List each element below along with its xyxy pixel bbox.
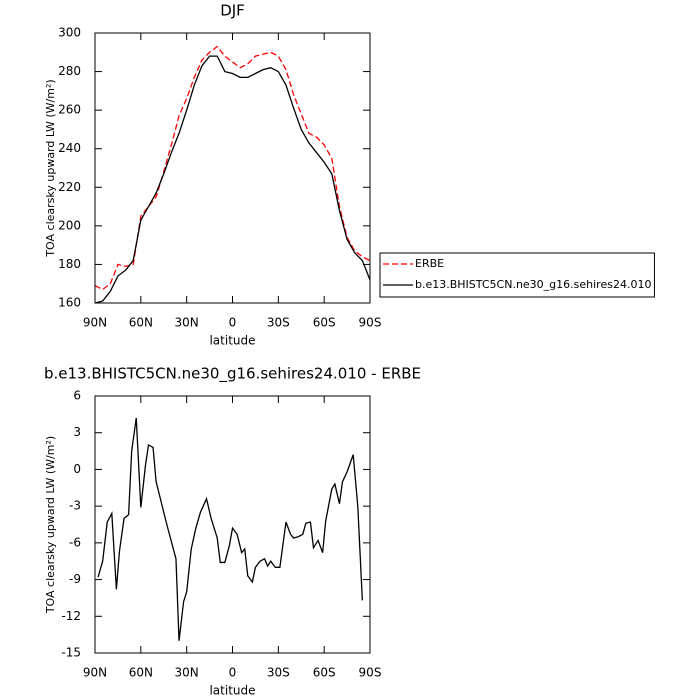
x-axis-label: latitude (209, 334, 255, 348)
x-tick-label: 90S (359, 666, 382, 680)
x-tick-label: 0 (229, 666, 237, 680)
y-tick-label: 260 (58, 103, 81, 117)
x-tick-label: 90N (83, 316, 107, 330)
legend-label: b.e13.BHISTC5CN.ne30_g16.sehires24.010 (415, 278, 651, 291)
x-tick-label: 90N (83, 666, 107, 680)
y-tick-label: 180 (58, 257, 81, 271)
y-tick-label: -15 (61, 646, 81, 660)
y-tick-label: 3 (73, 425, 81, 439)
y-tick-label: 6 (73, 389, 81, 403)
x-tick-label: 30N (175, 666, 199, 680)
x-tick-label: 60S (313, 666, 336, 680)
x-tick-label: 30S (267, 666, 290, 680)
y-tick-label: 240 (58, 141, 81, 155)
x-tick-label: 30N (175, 316, 199, 330)
x-tick-label: 0 (229, 316, 237, 330)
y-tick-label: 160 (58, 296, 81, 310)
y-tick-label: 200 (58, 218, 81, 232)
x-tick-label: 60N (129, 316, 153, 330)
data-line (94, 45, 371, 291)
plot-frame (94, 395, 371, 654)
y-tick-label: -3 (69, 499, 81, 513)
x-tick-label: 90S (359, 316, 382, 330)
y-tick-label: -6 (69, 535, 81, 549)
data-line (94, 55, 371, 304)
x-axis-label: latitude (209, 684, 255, 698)
x-tick-label: 60S (313, 316, 336, 330)
y-axis-label: TOA clearsky upward LW (W/m²) (44, 79, 57, 257)
chart-title: DJF (220, 2, 245, 20)
legend-label: ERBE (415, 257, 444, 270)
x-tick-label: 60N (129, 666, 153, 680)
plot-frame (94, 32, 371, 304)
y-tick-label: 0 (73, 462, 81, 476)
y-tick-label: 300 (58, 26, 81, 40)
y-tick-label: 220 (58, 180, 81, 194)
y-axis-label: TOA clearsky upward LW (W/m²) (44, 436, 57, 614)
data-line (97, 417, 364, 641)
y-tick-label: -12 (61, 609, 81, 623)
chart-title: b.e13.BHISTC5CN.ne30_g16.sehires24.010 -… (44, 365, 421, 384)
y-tick-label: 280 (58, 64, 81, 78)
y-tick-label: -9 (69, 572, 81, 586)
x-tick-label: 30S (267, 316, 290, 330)
legend-box (379, 252, 655, 298)
